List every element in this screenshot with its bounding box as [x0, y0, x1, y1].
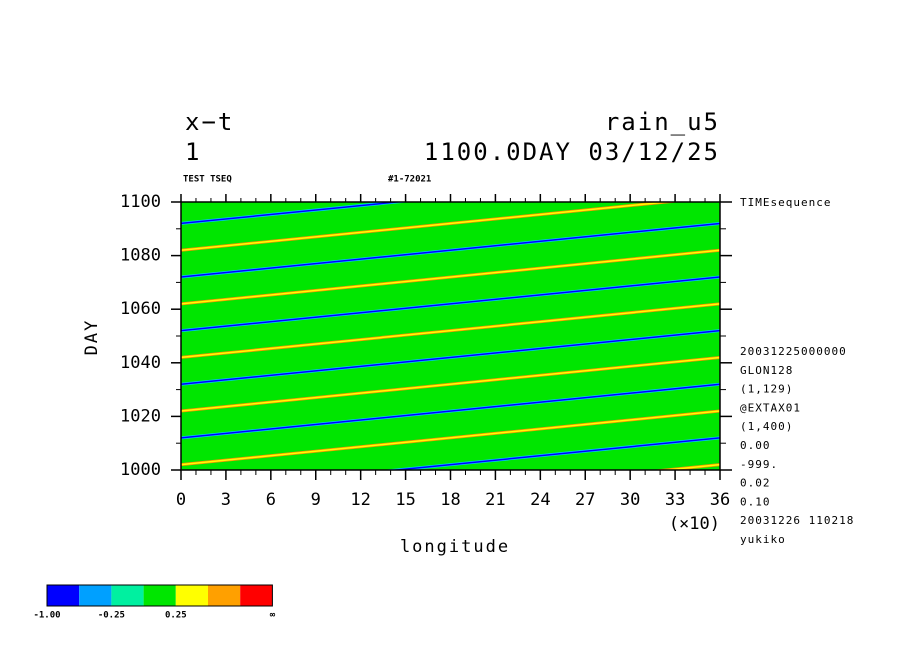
stripe	[181, 249, 720, 305]
x-tick-label: 12	[350, 490, 370, 510]
colorbar-label: -0.25	[98, 611, 125, 621]
x-tick-label: 27	[575, 490, 595, 510]
colorbar-box	[111, 585, 144, 606]
info-line: (1,400)	[740, 420, 793, 433]
colorbar-label: ∞	[270, 611, 276, 621]
title-right: 1100.0DAY 03/12/25	[424, 138, 720, 166]
info-line: @EXTAX01	[740, 401, 801, 414]
stripe	[181, 202, 405, 225]
x-tick-label: 30	[620, 490, 640, 510]
title-left: 1	[185, 138, 201, 166]
y-tick-label: 1060	[120, 299, 161, 319]
title-left: x−t	[185, 108, 234, 136]
info-line: (1,129)	[740, 383, 793, 396]
x-tick-label: 9	[311, 490, 321, 510]
x-axis-label: longitude	[400, 537, 510, 557]
x-tick-label: 18	[440, 490, 460, 510]
stripe	[181, 276, 720, 332]
stripe	[389, 437, 720, 470]
x-tick-label: 36	[710, 490, 730, 510]
y-tick-label: 1040	[120, 353, 161, 373]
stripe	[181, 356, 720, 412]
y-tick-label: 1020	[120, 406, 161, 426]
colorbar-box	[208, 585, 241, 606]
stripe	[181, 303, 720, 359]
colorbar-box	[79, 585, 112, 606]
info-line: yukiko	[740, 533, 786, 546]
y-tick-label: 1100	[120, 192, 161, 212]
colorbar-box	[143, 585, 176, 606]
x-tick-label: 33	[665, 490, 685, 510]
stripe	[181, 222, 720, 278]
colorbar-label: -1.00	[33, 611, 60, 621]
stripes	[181, 202, 720, 470]
x-tick-label: 6	[266, 490, 276, 510]
colorbar-frame	[46, 584, 273, 607]
title-right: rain_u5	[605, 108, 720, 136]
x-tick-label: 24	[530, 490, 550, 510]
info-line: -999.	[740, 458, 778, 471]
subtitle: #1-72021	[388, 175, 431, 185]
y-axis-label: DAY	[82, 319, 102, 356]
right-label: TIMEsequence	[740, 196, 831, 209]
colorbar-box	[240, 585, 273, 606]
stripe	[181, 202, 674, 251]
info-line: 0.10	[740, 495, 771, 508]
info-line: 20031226 110218	[740, 514, 854, 527]
subtitle: TEST TSEQ	[183, 175, 232, 185]
x-tick-label: 21	[485, 490, 505, 510]
stripe	[181, 410, 720, 466]
x-tick-label: 3	[221, 490, 231, 510]
info-line: GLON128	[740, 364, 793, 377]
colorbar-box	[175, 585, 208, 606]
stripe	[181, 383, 720, 439]
y-tick-label: 1000	[120, 460, 161, 480]
colorbar-box	[47, 585, 80, 606]
info-line: 0.00	[740, 439, 771, 452]
y-tick-label: 1080	[120, 246, 161, 266]
plot-background	[181, 202, 720, 470]
x-tick-label: 15	[395, 490, 415, 510]
stripe	[181, 329, 720, 385]
info-line: 20031225000000	[740, 345, 847, 358]
info-line: 0.02	[740, 477, 771, 490]
x-tick-label: 0	[176, 490, 186, 510]
colorbar-label: 0.25	[165, 611, 187, 621]
x-scale-label: (×10)	[669, 514, 720, 534]
